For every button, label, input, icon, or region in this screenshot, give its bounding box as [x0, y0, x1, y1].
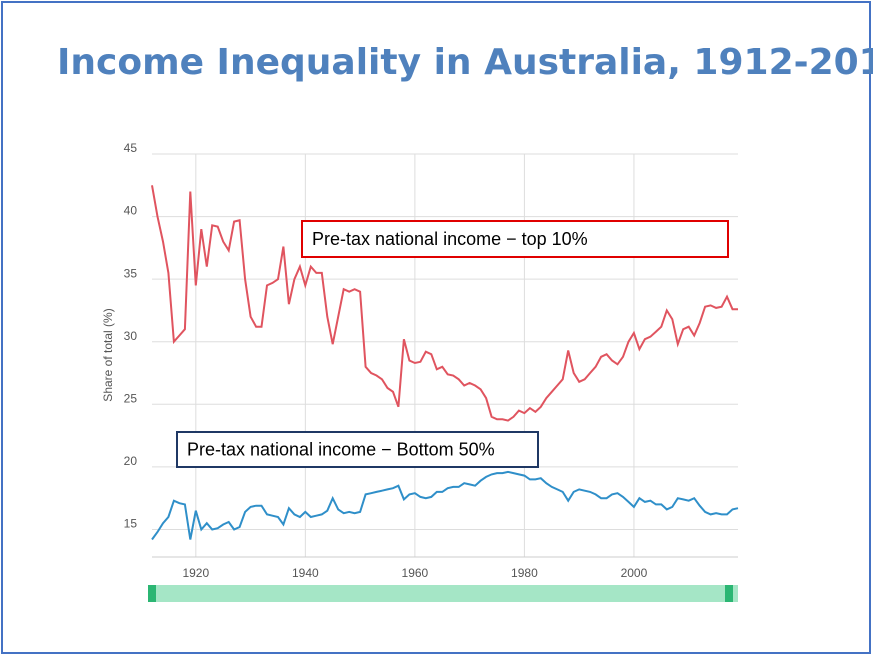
series-label: Pre-tax national income − Bottom 50% [187, 439, 495, 459]
y-tick-label: 25 [124, 391, 138, 405]
y-tick-label: 20 [124, 454, 138, 468]
x-tick-label: 1940 [292, 566, 319, 580]
slider-handle[interactable] [148, 585, 156, 602]
chart-title: Income Inequality in Australia, 1912-201… [57, 42, 873, 83]
x-tick-label: 2000 [621, 566, 648, 580]
series-label: Pre-tax national income − top 10% [312, 229, 588, 249]
x-tick-label: 1920 [182, 566, 209, 580]
x-tick-label: 1980 [511, 566, 538, 580]
y-tick-label: 30 [124, 329, 138, 343]
range-slider[interactable] [148, 585, 738, 602]
series-label-box [176, 431, 539, 468]
x-tick-label: 1960 [402, 566, 429, 580]
slider-handle[interactable] [725, 585, 733, 602]
y-tick-label: 15 [124, 517, 138, 531]
series-line [151, 470, 739, 541]
y-tick-label: 45 [124, 141, 138, 155]
y-tick-label: 40 [124, 204, 138, 218]
series-label-box [301, 220, 729, 258]
y-tick-label: 35 [124, 266, 138, 280]
series-line [151, 185, 738, 422]
y-axis-label: Share of total (%) [101, 308, 115, 401]
